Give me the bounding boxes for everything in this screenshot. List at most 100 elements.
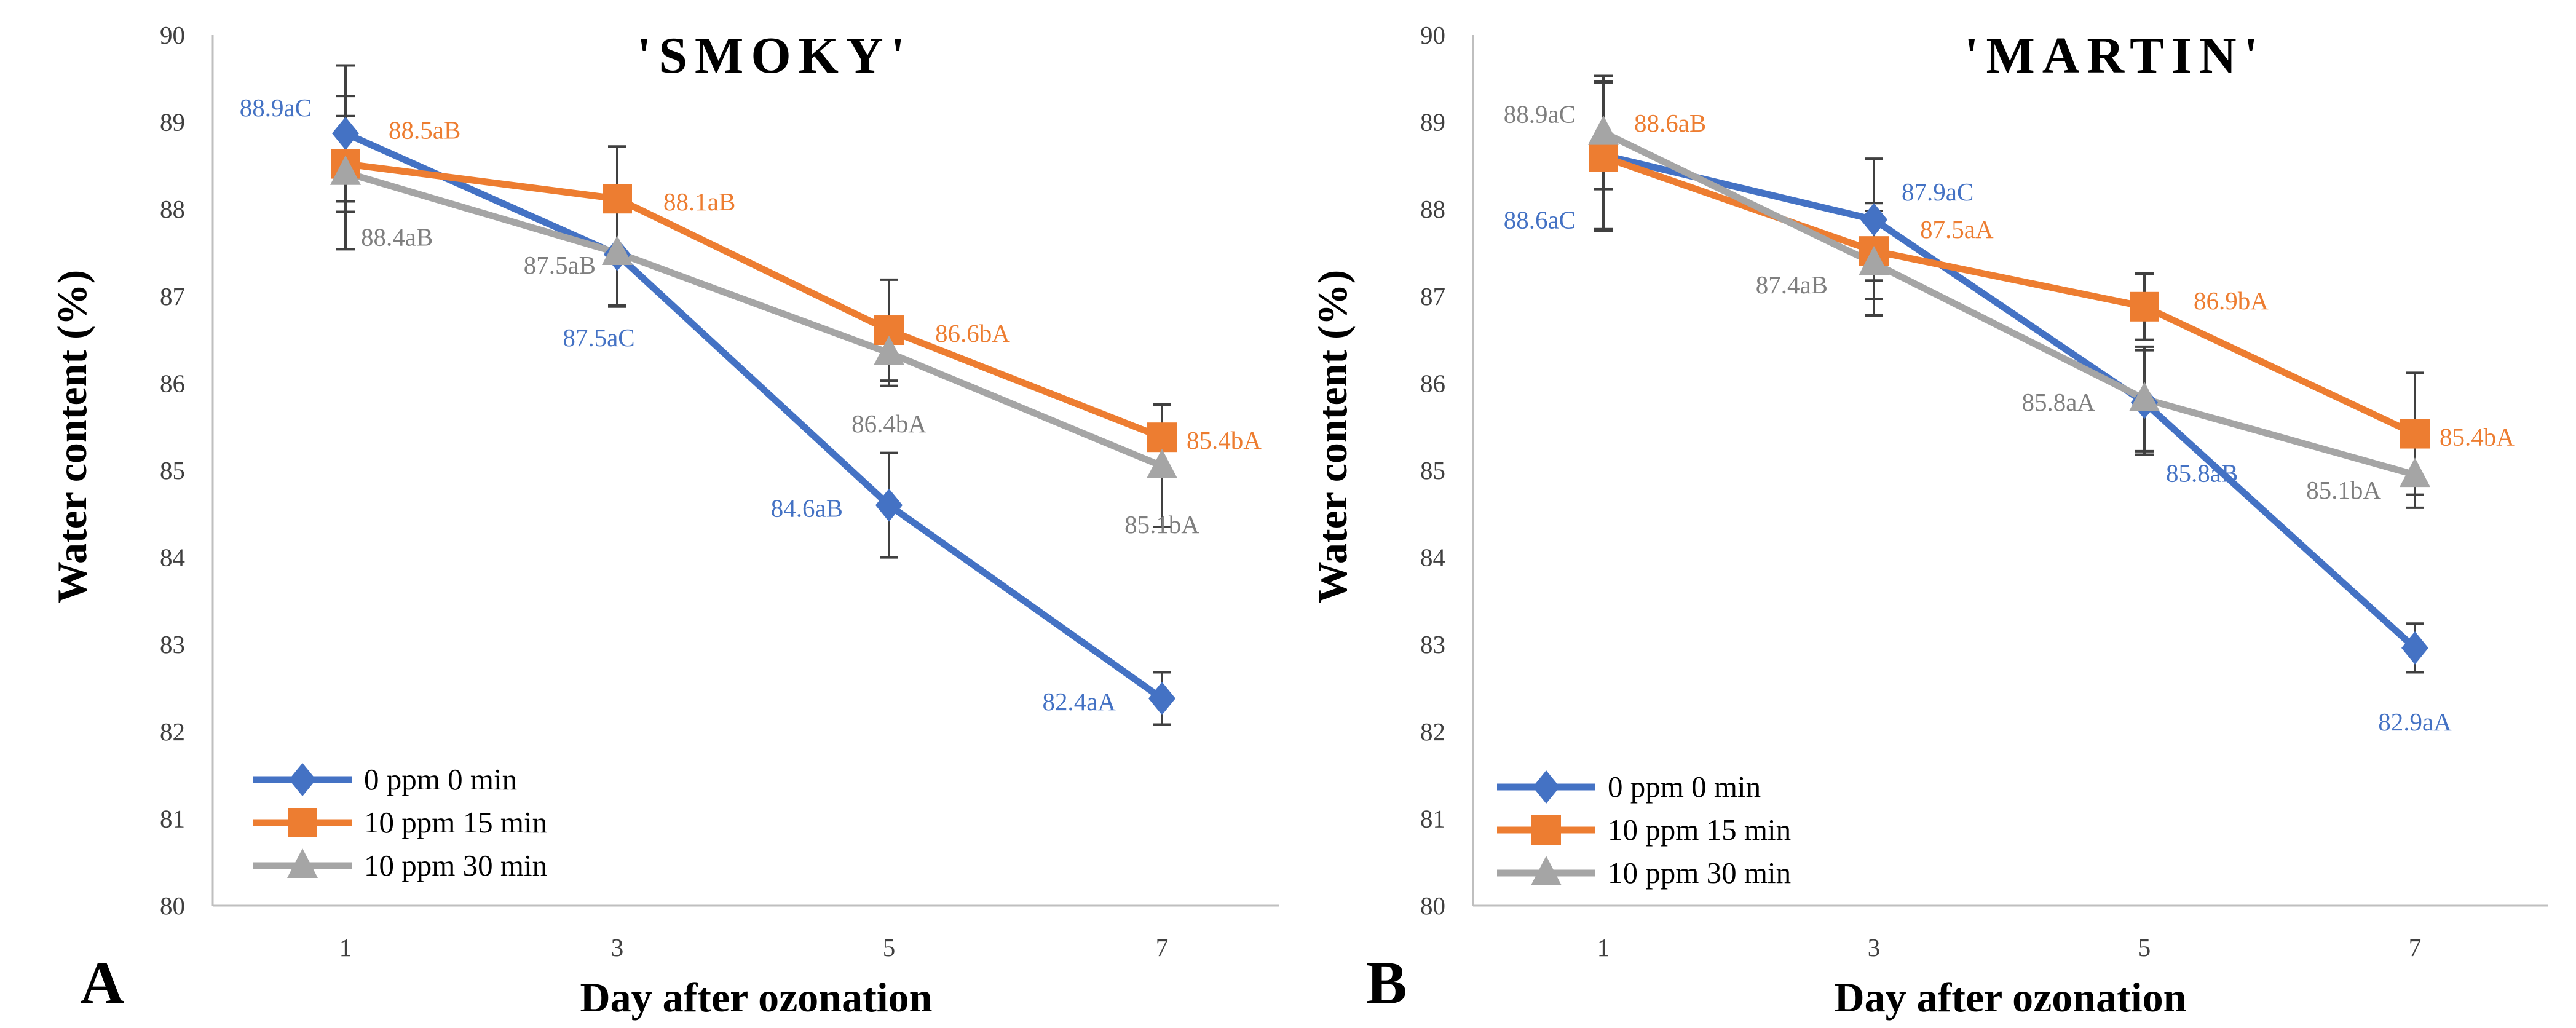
data-point-triangle <box>1859 245 1889 275</box>
data-label: 88.9aC <box>1504 100 1576 128</box>
legend-marker-triangle <box>1531 856 1562 885</box>
data-label: 88.6aC <box>1504 205 1576 234</box>
data-point-diamond <box>1148 681 1175 715</box>
y-tick-label: 81 <box>1420 804 1445 832</box>
data-point-triangle <box>2400 457 2430 488</box>
y-tick-label: 86 <box>1420 369 1445 397</box>
chart-title: 'SMOKY' <box>637 27 912 84</box>
legend-item: 10 ppm 30 min <box>253 848 547 882</box>
data-point-square <box>2130 291 2159 322</box>
data-label: 87.9aC <box>1902 178 1973 206</box>
data-point-square <box>603 184 632 214</box>
data-label: 88.6aB <box>1634 109 1706 137</box>
data-point-diamond <box>875 488 903 522</box>
data-label: 88.4aB <box>361 223 433 251</box>
data-label: 88.5aB <box>389 116 460 144</box>
legend-label: 10 ppm 15 min <box>364 805 547 839</box>
series-line-1 <box>344 130 1164 702</box>
y-axis-title: Water content (%) <box>49 270 95 604</box>
x-tick-label: 3 <box>611 933 624 962</box>
legend-marker-triangle <box>287 848 318 878</box>
y-tick-label: 84 <box>160 544 185 572</box>
chart-title: 'MARTIN' <box>1964 27 2266 84</box>
legend-label: 10 ppm 30 min <box>364 848 547 882</box>
y-tick-label: 85 <box>160 456 185 484</box>
y-tick-label: 83 <box>1420 630 1445 658</box>
data-point-triangle <box>330 155 361 185</box>
data-label: 85.8aA <box>2021 388 2095 416</box>
chart-panel-1: 80 81 82 83 84 85 86 87 88 89 90 1 3 5 7 88.9aC 87.5aC 84… <box>49 21 1279 1021</box>
legend-marker-diamond <box>1533 770 1560 804</box>
data-label: 85.1bA <box>1124 510 1199 539</box>
data-label: 87.5aB <box>524 251 596 279</box>
y-tick-label: 90 <box>160 21 185 49</box>
data-label: 82.4aA <box>1042 687 1116 716</box>
data-point-square <box>2400 419 2430 449</box>
x-axis-title: Day after ozonation <box>1835 974 2187 1021</box>
chart-panel-2: 80 81 82 83 84 85 86 87 88 89 90 1 3 5 7 88.6aC 87.9aC 85… <box>1309 21 2548 1021</box>
x-tick-label: 7 <box>1156 933 1169 962</box>
panel-letter: B <box>1366 949 1407 1017</box>
data-point-square <box>1589 142 1618 172</box>
y-tick-label: 81 <box>160 804 185 832</box>
x-tick-label: 5 <box>2138 933 2151 962</box>
y-tick-label: 84 <box>1420 544 1445 572</box>
y-tick-label: 89 <box>160 108 185 136</box>
y-tick-label: 87 <box>160 282 185 310</box>
data-point-diamond <box>2401 631 2428 665</box>
data-label: 85.4bA <box>2440 423 2515 451</box>
legend-item: 0 ppm 0 min <box>1497 770 1761 804</box>
series-line-3 <box>1602 129 2416 478</box>
data-point-triangle <box>1147 448 1177 478</box>
x-tick-label: 1 <box>339 933 352 962</box>
y-tick-label: 88 <box>1420 195 1445 223</box>
y-tick-label: 80 <box>1420 892 1445 920</box>
series-line-2 <box>1602 154 2417 437</box>
legend-label: 10 ppm 30 min <box>1608 856 1791 890</box>
data-label: 87.4aB <box>1756 271 1828 299</box>
x-tick-label: 5 <box>883 933 896 962</box>
data-point-triangle <box>1588 115 1619 145</box>
panel-letter: A <box>80 949 124 1017</box>
legend-item: 10 ppm 15 min <box>253 805 547 839</box>
x-tick-label: 7 <box>2409 933 2422 962</box>
legend-label: 10 ppm 15 min <box>1608 813 1791 847</box>
data-label: 88.9aC <box>240 93 312 122</box>
data-label: 86.6bA <box>935 319 1010 347</box>
data-point-diamond <box>1860 203 1887 237</box>
legend-item: 0 ppm 0 min <box>253 762 517 796</box>
legend: 0 ppm 0 min 10 ppm 15 min 10 ppm 30 min <box>253 762 547 882</box>
y-tick-label: 88 <box>160 195 185 223</box>
y-tick-label: 87 <box>1420 282 1445 310</box>
data-label: 85.8aB <box>2166 459 2238 488</box>
x-axis-title: Day after ozonation <box>580 974 933 1021</box>
y-tick-label: 82 <box>160 718 185 746</box>
y-tick-label: 83 <box>160 630 185 658</box>
y-tick-label: 85 <box>1420 456 1445 484</box>
series-line-2 <box>345 160 1164 441</box>
legend-marker-square <box>288 808 317 837</box>
legend-item: 10 ppm 15 min <box>1497 813 1791 847</box>
data-point-triangle <box>602 235 633 265</box>
legend-marker-diamond <box>289 763 316 796</box>
data-label: 82.9aA <box>2378 708 2452 736</box>
data-label: 86.4bA <box>851 409 926 438</box>
data-label: 88.1aB <box>663 188 735 216</box>
x-tick-label: 3 <box>1868 933 1881 962</box>
data-label: 84.6aB <box>771 494 843 523</box>
data-point-square <box>1147 422 1177 453</box>
data-point-triangle <box>2129 381 2160 411</box>
data-label: 86.9bA <box>2194 287 2269 315</box>
legend-item: 10 ppm 30 min <box>1497 856 1791 890</box>
data-point-diamond <box>332 117 359 151</box>
data-label: 85.4bA <box>1187 426 1262 454</box>
data-point-triangle <box>874 335 904 365</box>
data-label: 87.5aC <box>563 323 634 352</box>
legend-label: 0 ppm 0 min <box>1608 770 1761 804</box>
y-tick-label: 86 <box>160 369 185 397</box>
legend-marker-square <box>1531 815 1561 845</box>
series-line-3 <box>344 169 1164 470</box>
legend-label: 0 ppm 0 min <box>364 762 517 796</box>
y-tick-label: 90 <box>1420 21 1445 49</box>
